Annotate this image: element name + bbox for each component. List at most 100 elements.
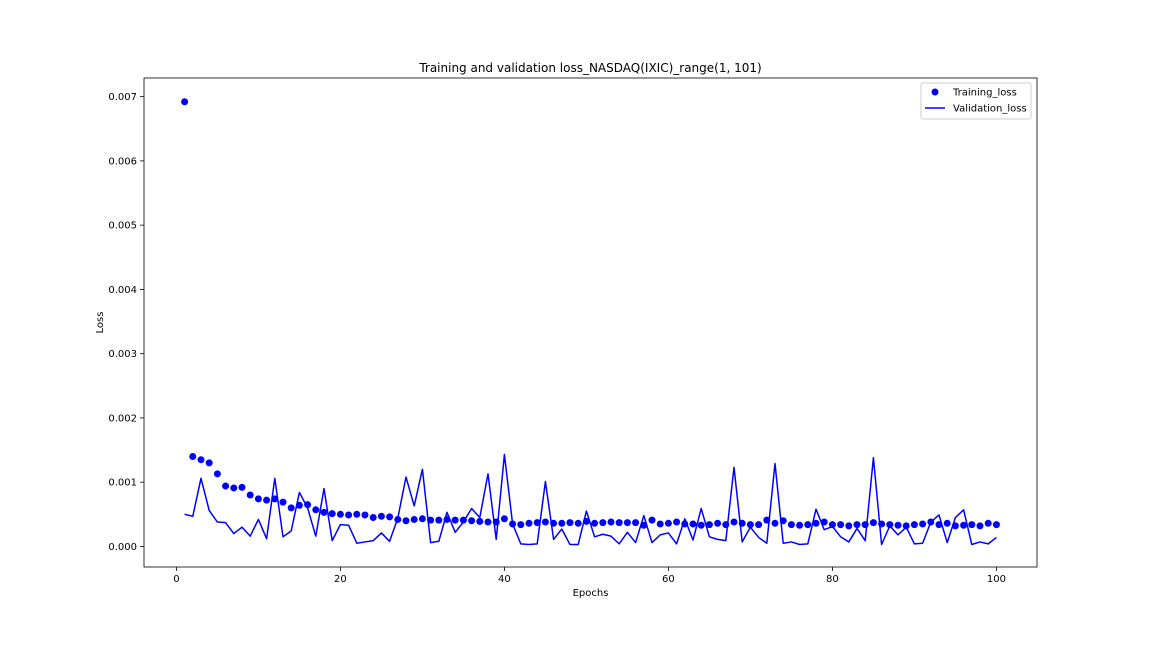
legend: Training_loss Validation_loss [920, 82, 1032, 120]
training-loss-point [427, 516, 435, 524]
legend-label-validation-loss: Validation_loss [953, 104, 1027, 115]
training-loss-point [402, 517, 410, 525]
training-loss-point [992, 521, 1000, 529]
training-loss-point [681, 520, 689, 528]
training-loss-point [664, 519, 672, 527]
training-loss-point [377, 512, 385, 520]
training-loss-point [345, 511, 353, 519]
training-loss-point [353, 510, 361, 518]
training-loss-point [935, 521, 943, 529]
training-loss-point [517, 521, 525, 529]
training-loss-point [246, 491, 254, 499]
y-axis-label: Loss [95, 312, 106, 334]
y-tick-label: 0.005 [108, 221, 137, 232]
training-loss-point [976, 522, 984, 530]
training-loss-point [205, 459, 213, 467]
y-tick-label: 0.002 [108, 413, 137, 424]
validation-loss-line [184, 453, 997, 546]
training-loss-point [648, 516, 656, 524]
training-loss-point [410, 515, 418, 523]
training-loss-point [746, 521, 754, 529]
training-loss-point [394, 515, 402, 523]
training-loss-point [476, 517, 484, 525]
training-loss-point [566, 519, 574, 527]
training-loss-point [541, 518, 549, 526]
x-axis-ticks: 0 20 40 60 80 100 [173, 567, 1006, 585]
training-loss-point [386, 513, 394, 521]
training-loss-point [599, 519, 607, 527]
training-loss-point [623, 519, 631, 527]
training-loss-point [951, 522, 959, 530]
training-loss-point [468, 517, 476, 525]
training-loss-point [861, 521, 869, 529]
training-loss-point [714, 519, 722, 527]
training-loss-point [254, 495, 262, 503]
training-loss-point [689, 520, 697, 528]
training-loss-point [230, 484, 238, 492]
training-loss-point [591, 519, 599, 527]
training-loss-point [558, 519, 566, 527]
training-loss-point [828, 521, 836, 529]
x-tick-label: 80 [826, 574, 839, 585]
training-loss-point [705, 521, 713, 529]
legend-label-training-loss: Training_loss [952, 88, 1017, 99]
training-loss-point [853, 521, 861, 529]
training-loss-point [673, 518, 681, 526]
training-loss-point [443, 515, 451, 523]
training-loss-point [222, 482, 230, 490]
training-loss-point [181, 98, 189, 106]
y-tick-label: 0.003 [108, 349, 137, 360]
training-loss-point [238, 483, 246, 491]
training-loss-point [418, 515, 426, 523]
training-loss-point [574, 519, 582, 527]
x-tick-label: 0 [173, 574, 179, 585]
training-loss-point [968, 521, 976, 529]
training-loss-point [509, 520, 517, 528]
training-loss-point [525, 519, 533, 527]
training-loss-point [820, 518, 828, 526]
plot-area [144, 78, 1037, 567]
training-loss-point [312, 506, 320, 514]
training-loss-point [607, 518, 615, 526]
training-loss-point [361, 511, 369, 519]
training-loss-point [451, 516, 459, 524]
training-loss-point [919, 520, 927, 528]
training-loss-point [845, 522, 853, 530]
training-loss-point [960, 521, 968, 529]
training-loss-point [369, 514, 377, 522]
training-loss-point [533, 519, 541, 527]
legend-box [920, 82, 1032, 120]
training-loss-point [837, 521, 845, 529]
training-loss-point [279, 498, 287, 506]
training-loss-point [484, 518, 492, 526]
training-loss-point [804, 521, 812, 529]
training-loss-point [730, 518, 738, 526]
training-loss-point [943, 519, 951, 527]
training-loss-point [927, 518, 935, 526]
training-loss-point [910, 521, 918, 529]
training-loss-point [763, 516, 771, 524]
legend-marker-training-loss [931, 88, 939, 96]
training-loss-point [722, 521, 730, 529]
training-loss-point [189, 452, 197, 460]
training-loss-point [656, 520, 664, 528]
y-tick-label: 0.000 [108, 542, 137, 553]
training-loss-point [796, 521, 804, 529]
chart-title: Training and validation loss_NASDAQ(IXIC… [418, 61, 761, 75]
training-loss-point [984, 519, 992, 527]
training-loss-point [812, 519, 820, 527]
training-loss-point [500, 515, 508, 523]
x-tick-label: 60 [662, 574, 675, 585]
training-loss-point [263, 496, 271, 504]
training-loss-point [459, 516, 467, 524]
plot-frame [143, 77, 1038, 568]
y-tick-label: 0.004 [108, 285, 137, 296]
training-loss-point [328, 510, 336, 518]
training-loss-point [738, 519, 746, 527]
training-loss-point [336, 510, 344, 518]
y-axis-ticks: 0.000 0.001 0.002 0.003 0.004 0.005 0.006 0.007 [108, 92, 144, 553]
training-loss-point [295, 501, 303, 509]
training-loss-point [435, 516, 443, 524]
training-loss-point [787, 521, 795, 529]
